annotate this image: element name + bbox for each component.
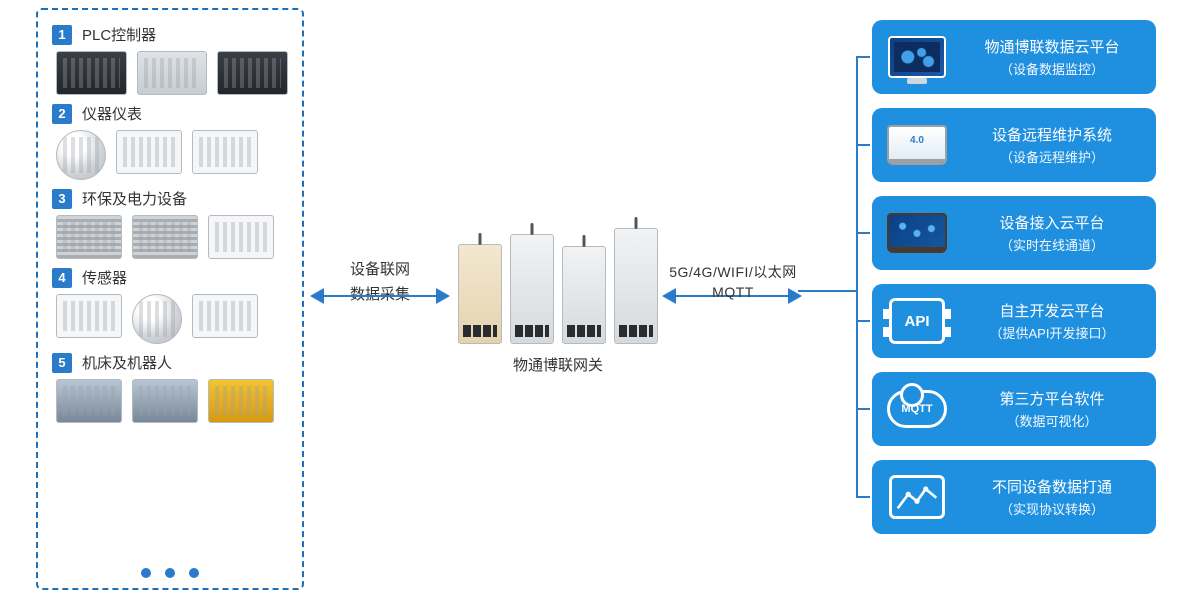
device-thumbnail	[56, 294, 122, 338]
card-text: 第三方平台软件 （数据可视化）	[962, 388, 1142, 430]
card-title: 第三方平台软件	[999, 388, 1104, 409]
category-title: 仪器仪表	[82, 103, 142, 124]
device-thumbnail	[217, 51, 288, 95]
monitor-icon	[886, 29, 948, 85]
card-subtitle: （数据可视化）	[1006, 411, 1097, 430]
platform-card-monitor: 物通博联数据云平台 （设备数据监控）	[872, 20, 1156, 94]
device-thumbnail	[132, 294, 182, 344]
category-3: 3 环保及电力设备	[52, 188, 288, 259]
gateway-device	[510, 234, 554, 344]
category-head: 2 仪器仪表	[52, 103, 288, 124]
label-network-types: 5G/4G/WIFI/以太网	[668, 262, 798, 282]
gateway-row	[454, 226, 662, 344]
connector-trunk	[798, 290, 858, 292]
platform-card-laptop2: 设备接入云平台 （实时在线通道）	[872, 196, 1156, 270]
card-title: 设备接入云平台	[999, 212, 1104, 233]
gateway-device	[562, 246, 606, 344]
device-thumbnail	[208, 379, 274, 423]
arrow-left	[310, 288, 450, 304]
category-thumbnails	[52, 130, 288, 180]
platform-card-laptop: 设备远程维护系统 （设备远程维护）	[872, 108, 1156, 182]
device-thumbnail	[56, 379, 122, 423]
platform-card-trend: 不同设备数据打通 （实现协议转换）	[872, 460, 1156, 534]
trend-icon	[886, 469, 948, 525]
card-subtitle: （提供API开发接口）	[990, 323, 1115, 342]
card-text: 物通博联数据云平台 （设备数据监控）	[962, 36, 1142, 78]
category-title: 机床及机器人	[82, 352, 172, 373]
card-title: 自主开发云平台	[999, 300, 1104, 321]
device-thumbnail	[192, 294, 258, 338]
card-title: 物通博联数据云平台	[984, 36, 1119, 57]
category-1: 1 PLC控制器	[52, 24, 288, 95]
category-thumbnails	[52, 294, 288, 344]
connector-branch	[856, 144, 870, 146]
gateway-ports	[567, 325, 601, 337]
laptop2-icon	[886, 205, 948, 261]
device-thumbnail	[56, 130, 106, 180]
connector-branch	[856, 56, 870, 58]
category-head: 5 机床及机器人	[52, 352, 288, 373]
card-subtitle: （设备数据监控）	[1000, 59, 1104, 78]
category-head: 3 环保及电力设备	[52, 188, 288, 209]
gateway-caption: 物通博联网关	[454, 354, 662, 375]
label-mqtt: MQTT	[668, 284, 798, 300]
device-thumbnail	[132, 215, 198, 259]
category-4: 4 传感器	[52, 267, 288, 344]
pager-dot	[141, 568, 151, 578]
category-head: 1 PLC控制器	[52, 24, 288, 45]
gateway-ports	[515, 325, 549, 337]
category-index-badge: 5	[52, 353, 72, 373]
connector-branch	[856, 408, 870, 410]
device-thumbnail	[192, 130, 258, 174]
laptop-icon	[886, 117, 948, 173]
card-subtitle: （实现协议转换）	[1000, 499, 1104, 518]
gateway-device	[614, 228, 658, 344]
device-thumbnail	[137, 51, 208, 95]
category-thumbnails	[52, 379, 288, 423]
pager-dot	[165, 568, 175, 578]
category-index-badge: 1	[52, 25, 72, 45]
connector-branch	[856, 320, 870, 322]
label-device-network: 设备联网	[336, 258, 424, 279]
category-thumbnails	[52, 51, 288, 95]
card-text: 设备接入云平台 （实时在线通道）	[962, 212, 1142, 254]
center-right-labels: 5G/4G/WIFI/以太网 MQTT	[668, 260, 798, 302]
connector-branch	[856, 232, 870, 234]
category-title: PLC控制器	[82, 24, 156, 45]
card-text: 不同设备数据打通 （实现协议转换）	[962, 476, 1142, 518]
device-thumbnail	[208, 215, 274, 259]
gateway-device	[458, 244, 502, 344]
category-head: 4 传感器	[52, 267, 288, 288]
pager-dot	[189, 568, 199, 578]
category-thumbnails	[52, 215, 288, 259]
card-title: 设备远程维护系统	[992, 124, 1112, 145]
gateway-ports	[619, 325, 653, 337]
device-thumbnail	[56, 51, 127, 95]
device-thumbnail	[116, 130, 182, 174]
card-text: 设备远程维护系统 （设备远程维护）	[962, 124, 1142, 166]
card-text: 自主开发云平台 （提供API开发接口）	[962, 300, 1142, 342]
category-2: 2 仪器仪表	[52, 103, 288, 180]
card-subtitle: （实时在线通道）	[1000, 235, 1104, 254]
mqtt-icon: MQTT	[886, 381, 948, 437]
connector-spine	[856, 57, 858, 497]
category-5: 5 机床及机器人	[52, 352, 288, 423]
gateway-ports	[463, 325, 497, 337]
device-thumbnail	[132, 379, 198, 423]
api-icon: API	[886, 293, 948, 349]
connector-branch	[856, 496, 870, 498]
device-thumbnail	[56, 215, 122, 259]
platform-card-api: API 自主开发云平台 （提供API开发接口）	[872, 284, 1156, 358]
category-title: 环保及电力设备	[82, 188, 187, 209]
pager-dots	[52, 560, 288, 582]
category-index-badge: 2	[52, 104, 72, 124]
category-title: 传感器	[82, 267, 127, 288]
card-subtitle: （设备远程维护）	[1000, 147, 1104, 166]
category-index-badge: 4	[52, 268, 72, 288]
category-index-badge: 3	[52, 189, 72, 209]
left-device-panel: 1 PLC控制器 2 仪器仪表 3 环保及电力设备 4 传感器 5 机床及机器人	[36, 8, 304, 590]
gateway-cluster: 物通博联网关	[454, 226, 662, 372]
card-title: 不同设备数据打通	[992, 476, 1112, 497]
platform-card-mqtt: MQTT 第三方平台软件 （数据可视化）	[872, 372, 1156, 446]
